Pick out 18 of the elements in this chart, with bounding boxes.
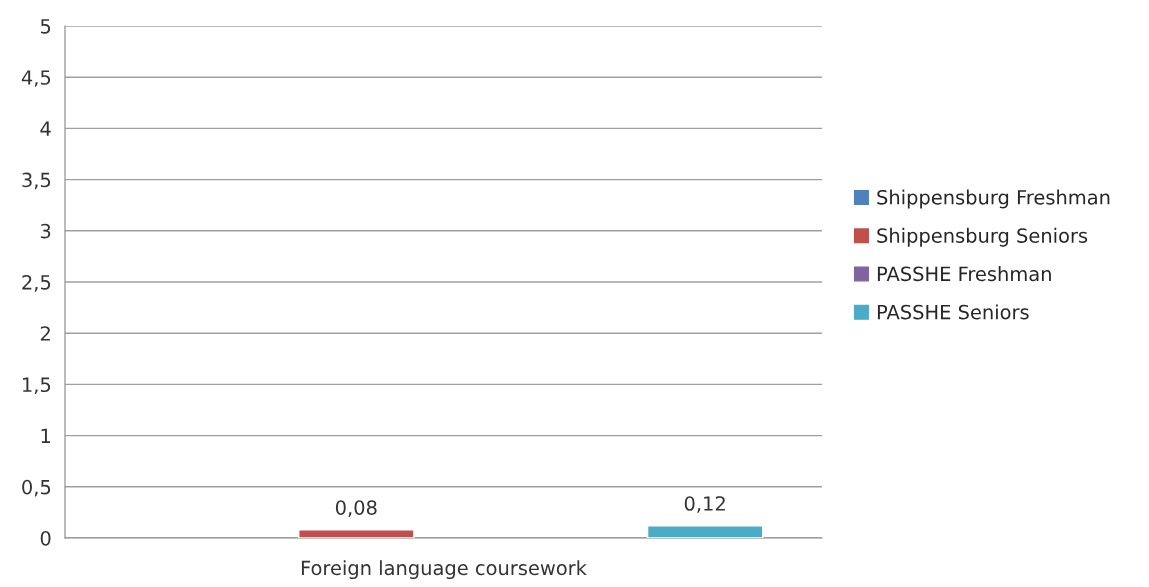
y-tick-label: 3,5 xyxy=(22,172,51,190)
y-tick-label: 5 xyxy=(40,19,51,34)
data-label: 0,08 xyxy=(335,500,377,517)
y-tick-label: 1 xyxy=(41,428,51,443)
y-tick-label: 4 xyxy=(40,121,51,136)
y-tick-label: 1,5 xyxy=(23,377,51,395)
y-tick-label: 0 xyxy=(40,530,51,546)
x-tick-label: Foreign language coursework xyxy=(301,560,587,580)
y-tick-label: 3 xyxy=(40,223,51,239)
legend-label: Shippensburg Seniors xyxy=(877,227,1088,247)
y-tick-label: 2,5 xyxy=(22,274,51,292)
y-tick-label: 2 xyxy=(40,326,50,341)
data-label: 0,12 xyxy=(684,496,725,513)
legend-label: PASSHE Freshman xyxy=(877,266,1051,282)
legend-label: PASSHE Seniors xyxy=(877,304,1029,320)
y-tick-label: 4,5 xyxy=(21,70,51,87)
y-tick-label: 0,5 xyxy=(22,479,51,497)
legend-label: Shippensburg Freshman xyxy=(877,189,1110,209)
